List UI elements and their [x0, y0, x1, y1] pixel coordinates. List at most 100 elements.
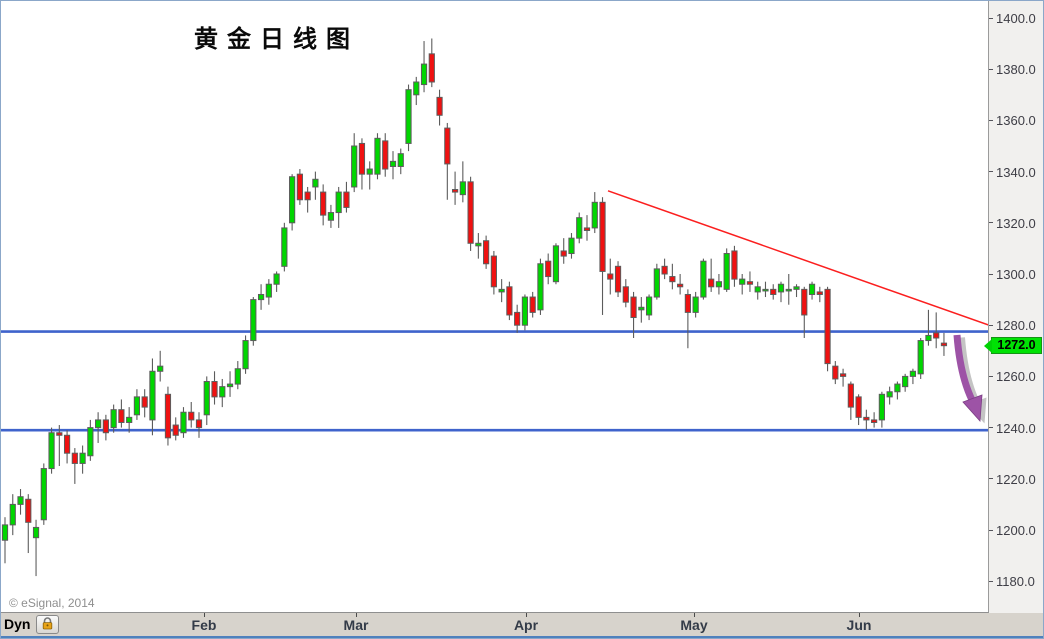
- y-axis-label: 1380.0: [996, 62, 1036, 78]
- y-axis-label: 1240.0: [996, 420, 1036, 436]
- candle-body: [250, 299, 257, 342]
- candle-body: [677, 283, 684, 288]
- candle-body: [669, 276, 676, 283]
- y-axis-label: 1200.0: [996, 523, 1036, 538]
- candle-body: [808, 283, 816, 295]
- last-price-tag: 1272.0: [984, 337, 1042, 355]
- candle-body: [700, 260, 707, 298]
- candle-body: [909, 370, 917, 377]
- y-axis-tick: [989, 119, 993, 121]
- candle-body: [498, 288, 505, 293]
- month-tick: [204, 613, 205, 617]
- candle-body: [40, 468, 47, 521]
- y-axis-tick: [989, 427, 993, 429]
- candle-body: [925, 334, 932, 342]
- y-axis-tick: [989, 580, 993, 582]
- candle-body: [405, 89, 412, 144]
- candle-body: [242, 340, 249, 370]
- candle-body: [273, 273, 280, 285]
- candle-body: [940, 342, 948, 347]
- month-label: May: [680, 617, 708, 633]
- candle-body: [335, 191, 342, 214]
- candlestick-canvas[interactable]: [1, 1, 988, 613]
- candle-body: [296, 173, 303, 201]
- candle-body: [754, 286, 761, 293]
- candle-body: [661, 265, 668, 275]
- candle-body: [234, 368, 241, 385]
- candle-body: [56, 432, 63, 436]
- y-axis-tick: [989, 171, 993, 173]
- candle-body: [684, 293, 691, 313]
- esignal-watermark: © eSignal, 2014: [9, 596, 95, 610]
- candle-body: [514, 311, 521, 326]
- price-axis-pane[interactable]: 1272.0 1400.0 1380.0 1360.0 1340.0 1320.0 130…: [984, 1, 1043, 613]
- candle-body: [762, 288, 769, 292]
- candle-body: [164, 393, 172, 439]
- scale-lock-button[interactable]: [36, 615, 59, 634]
- candle-body: [552, 245, 560, 283]
- candle-body: [878, 393, 885, 421]
- candle-body: [793, 286, 800, 290]
- chart-plot[interactable]: 黄金日线图 © eSignal, 2014: [1, 1, 989, 613]
- candle-body: [777, 283, 785, 293]
- candle-body: [25, 498, 32, 523]
- month-tick: [694, 613, 695, 617]
- y-axis-label: 1360.0: [996, 113, 1036, 129]
- candle-body: [79, 452, 86, 464]
- candle-body: [110, 409, 117, 429]
- y-axis-tick: [989, 529, 993, 531]
- candle-body: [366, 168, 373, 175]
- candle-body: [71, 452, 78, 464]
- month-label: Jun: [846, 617, 872, 633]
- candle-body: [506, 286, 513, 316]
- candle-body: [599, 201, 606, 272]
- candle-body: [226, 383, 234, 388]
- candle-body: [397, 153, 404, 167]
- y-axis-tick: [989, 375, 993, 377]
- candle-body: [607, 273, 614, 280]
- candle-body: [894, 383, 901, 393]
- candle-body: [483, 240, 490, 265]
- candle-body: [731, 250, 738, 280]
- annotation-arrow: [953, 334, 976, 402]
- candle-body: [358, 142, 366, 175]
- candle-body: [467, 181, 474, 244]
- candle-body: [708, 278, 715, 288]
- candle-body: [63, 434, 71, 454]
- y-axis-label: 1220.0: [996, 471, 1036, 487]
- month-label: Apr: [513, 617, 539, 633]
- y-axis-label: 1340.0: [996, 164, 1036, 180]
- candle-body: [614, 265, 622, 293]
- candle-body: [1, 524, 9, 541]
- candle-body: [475, 242, 482, 247]
- y-axis-label: 1280.0: [996, 318, 1036, 334]
- candle-body: [529, 296, 536, 313]
- candle-body: [304, 191, 311, 201]
- dyn-scale-label[interactable]: Dyn: [4, 616, 31, 632]
- candle-body: [583, 227, 591, 231]
- candle-body: [312, 178, 319, 188]
- candle-body: [746, 281, 754, 285]
- y-axis-label: 1300.0: [996, 267, 1036, 282]
- candle-body: [785, 288, 792, 292]
- candle-body: [537, 263, 544, 311]
- candle-body: [389, 160, 397, 167]
- candle-body: [211, 381, 218, 398]
- candle-body: [630, 296, 637, 319]
- candle-body: [521, 296, 529, 326]
- y-axis-label: 1320.0: [996, 215, 1036, 231]
- bottom-toolbar: Dyn Feb Mar Apr May Jun: [1, 613, 1043, 638]
- candle-body: [420, 63, 428, 86]
- y-axis-tick: [989, 478, 993, 480]
- trendline: [607, 190, 988, 326]
- candle-body: [576, 217, 583, 239]
- candle-body: [568, 237, 575, 255]
- candle-body: [102, 419, 109, 434]
- candle-body: [343, 191, 350, 208]
- candle-body: [622, 286, 629, 303]
- candle-body: [149, 370, 156, 421]
- candle-body: [428, 53, 435, 83]
- candle-body: [545, 260, 552, 278]
- y-axis-tick: [989, 222, 993, 224]
